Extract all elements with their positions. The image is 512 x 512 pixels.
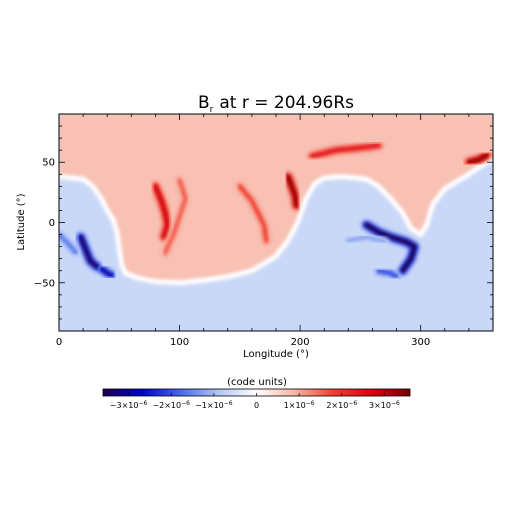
neutral-line [59, 157, 493, 286]
positive-filament [286, 174, 299, 208]
colorbar-tick-label: −3×10−6 [110, 400, 148, 410]
negative-filament [99, 266, 115, 278]
colorbar-tick-label: 1×10−6 [284, 400, 315, 410]
negative-filament [59, 232, 78, 255]
negative-filament [376, 268, 399, 279]
colorbar-tick-label: −2×10−6 [152, 400, 190, 410]
x-tick-label: 100 [170, 337, 189, 348]
positive-filament [153, 184, 170, 239]
positive-filament [163, 178, 188, 255]
x-tick-label: 0 [56, 337, 62, 348]
colorbar-title: (code units) [227, 377, 287, 388]
negative-filament [346, 234, 387, 244]
chart-title-subscript: r [210, 105, 214, 115]
colorbar-tick-label: 3×10−6 [369, 400, 400, 410]
y-tick-label: 0 [49, 218, 55, 229]
x-axis-label: Longitude (°) [243, 349, 309, 360]
negative-filament [364, 222, 417, 273]
positive-filament [237, 184, 269, 243]
positive-filament [310, 143, 381, 159]
y-tick-label: −50 [34, 278, 55, 289]
y-tick-label: 50 [42, 158, 55, 169]
chart-title: Br at r = 204.96Rs [198, 93, 354, 115]
positive-filament [466, 152, 489, 165]
heatmap-plot [59, 114, 493, 331]
x-tick-label: 300 [411, 337, 430, 348]
x-tick-label: 200 [291, 337, 310, 348]
y-axis-label: Latitude (°) [16, 193, 27, 250]
colorbar-tick-label: −1×10−6 [195, 400, 233, 410]
colorbar-tick-label: 2×10−6 [326, 400, 357, 410]
negative-filament [78, 234, 100, 270]
colorbar-tick-label: 0 [254, 401, 259, 410]
